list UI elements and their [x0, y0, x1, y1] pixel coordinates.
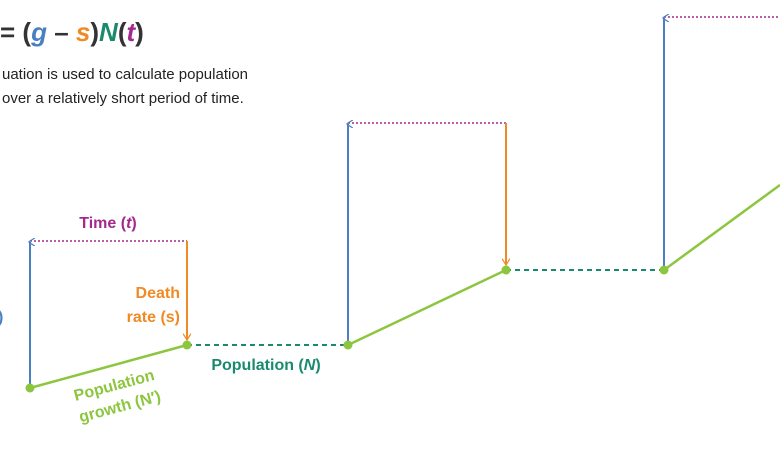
- eq-part: ): [135, 17, 144, 47]
- label-part: ): [131, 215, 136, 232]
- eq-part: –: [47, 17, 76, 47]
- eq-part: g: [30, 17, 47, 47]
- growth-arrows: [30, 18, 664, 388]
- eq-part: N: [99, 17, 119, 47]
- eq-part: ): [90, 17, 99, 47]
- eq-part: = (: [0, 17, 31, 47]
- growth-rate-label: ): [0, 309, 3, 326]
- eq-part: (: [118, 17, 127, 47]
- label-part: ): [315, 357, 320, 374]
- death-label: rate (s): [127, 309, 180, 326]
- label-part: t: [126, 215, 132, 232]
- time-label: Time (t): [79, 215, 136, 232]
- equation: = (g – s)N(t): [0, 17, 144, 47]
- label-part: Time (: [79, 215, 127, 232]
- death-label: Death: [136, 285, 180, 302]
- time-lines: [30, 16, 780, 242]
- points: [25, 265, 669, 393]
- description-line: uation is used to calculate population: [2, 66, 248, 83]
- description-line: over a relatively short period of time.: [2, 90, 244, 107]
- label-part: N: [304, 357, 316, 374]
- eq-part: s: [76, 17, 90, 47]
- population-growth-label: Population growth (N′): [72, 367, 162, 426]
- death-arrows: [187, 123, 506, 340]
- eq-part: t: [126, 17, 136, 47]
- population-label: Population (N): [211, 357, 320, 374]
- growth-lines: [29, 183, 780, 390]
- label-part: Population (: [211, 357, 304, 374]
